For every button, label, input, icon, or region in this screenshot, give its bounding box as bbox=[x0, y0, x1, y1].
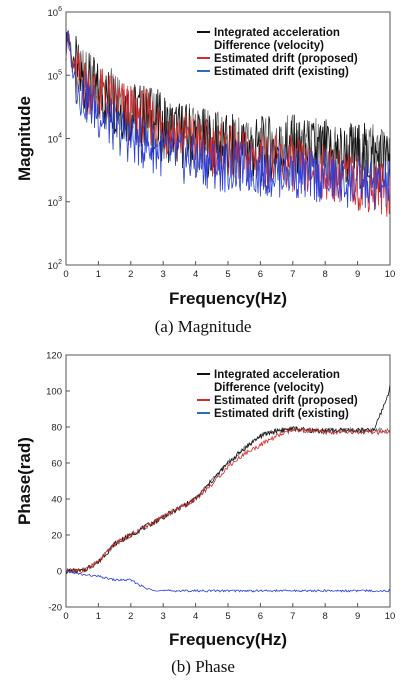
y-tick-base: 10 bbox=[48, 135, 59, 146]
y-tick-base: 10 bbox=[48, 198, 59, 209]
y-tick-base: 10 bbox=[48, 71, 59, 82]
x-tick-label: 0 bbox=[63, 269, 68, 280]
x-tick-label: 0 bbox=[63, 611, 68, 622]
legend-label-1: Integrated acceleration bbox=[214, 27, 340, 39]
y-tick-exponent: 6 bbox=[58, 6, 62, 13]
x-tick-label: 7 bbox=[290, 611, 295, 622]
y-tick-label: 80 bbox=[51, 423, 62, 434]
x-tick-label: 10 bbox=[385, 611, 396, 622]
x-axis-title: Frequency(Hz) bbox=[169, 630, 287, 649]
y-tick-label: 120 bbox=[46, 351, 62, 362]
x-tick-label: 1 bbox=[96, 269, 101, 280]
legend-label-4: Estimated drift (existing) bbox=[214, 66, 349, 78]
y-tick-label: 0 bbox=[57, 567, 62, 578]
x-tick-label: 8 bbox=[323, 611, 328, 622]
chart-panel-2: 0 1 2 3 4 5 6 7 8 9 10-20020406080100120Frequency(… bbox=[15, 351, 395, 677]
x-tick-label: 4 bbox=[193, 611, 198, 622]
series-line-2 bbox=[66, 426, 390, 575]
x-tick-label: 9 bbox=[355, 269, 360, 280]
series-line-4 bbox=[66, 569, 390, 593]
x-tick-label: 8 bbox=[323, 269, 328, 280]
x-tick-label: 2 bbox=[128, 611, 133, 622]
y-tick-exponent: 2 bbox=[58, 259, 62, 266]
y-tick-label: 100 bbox=[46, 387, 62, 398]
y-tick-label: 103 bbox=[48, 196, 63, 209]
series-line-3 bbox=[66, 427, 390, 574]
x-tick-label: 6 bbox=[258, 611, 263, 622]
x-tick-label: 10 bbox=[385, 269, 396, 280]
legend-label-2: Difference (velocity) bbox=[214, 40, 324, 52]
x-tick-label: 4 bbox=[193, 269, 198, 280]
y-tick-label: 20 bbox=[51, 531, 62, 542]
x-tick-label: 9 bbox=[355, 611, 360, 622]
y-tick-exponent: 5 bbox=[58, 69, 62, 76]
chart-panel-1: 0 1 2 3 4 5 6 7 8 9 10102103104105106Frequency(Hz)… bbox=[15, 6, 395, 336]
x-tick-label: 7 bbox=[290, 269, 295, 280]
x-tick-label: 3 bbox=[161, 269, 166, 280]
x-tick-label: 1 bbox=[96, 611, 101, 622]
y-tick-exponent: 4 bbox=[58, 133, 62, 140]
x-tick-label: 6 bbox=[258, 269, 263, 280]
y-tick-label: 40 bbox=[51, 495, 62, 506]
y-tick-label: 104 bbox=[48, 133, 63, 146]
y-tick-label: 60 bbox=[51, 459, 62, 470]
legend-label-3: Estimated drift (proposed) bbox=[214, 53, 358, 65]
legend-label-2: Difference (velocity) bbox=[214, 382, 324, 394]
legend-label-4: Estimated drift (existing) bbox=[214, 408, 349, 420]
figure-caption: (b) Phase bbox=[171, 657, 235, 676]
y-tick-base: 10 bbox=[48, 261, 59, 272]
y-tick-label: 105 bbox=[48, 69, 63, 82]
y-tick-exponent: 3 bbox=[58, 196, 62, 203]
y-tick-base: 10 bbox=[48, 8, 59, 19]
y-axis-title: Phase(rad) bbox=[15, 437, 34, 525]
x-axis-title: Frequency(Hz) bbox=[169, 289, 287, 308]
figure-caption: (a) Magnitude bbox=[155, 317, 252, 336]
legend-label-1: Integrated acceleration bbox=[214, 369, 340, 381]
x-tick-label: 5 bbox=[225, 611, 230, 622]
series-line-4 bbox=[66, 30, 390, 211]
y-tick-label: 106 bbox=[48, 6, 63, 19]
y-tick-label: 102 bbox=[48, 259, 63, 272]
x-tick-label: 2 bbox=[128, 269, 133, 280]
legend-label-3: Estimated drift (proposed) bbox=[214, 395, 358, 407]
y-tick-label: -20 bbox=[48, 603, 62, 614]
x-tick-label: 5 bbox=[225, 269, 230, 280]
x-tick-label: 3 bbox=[161, 611, 166, 622]
y-axis-title: Magnitude bbox=[15, 96, 34, 181]
